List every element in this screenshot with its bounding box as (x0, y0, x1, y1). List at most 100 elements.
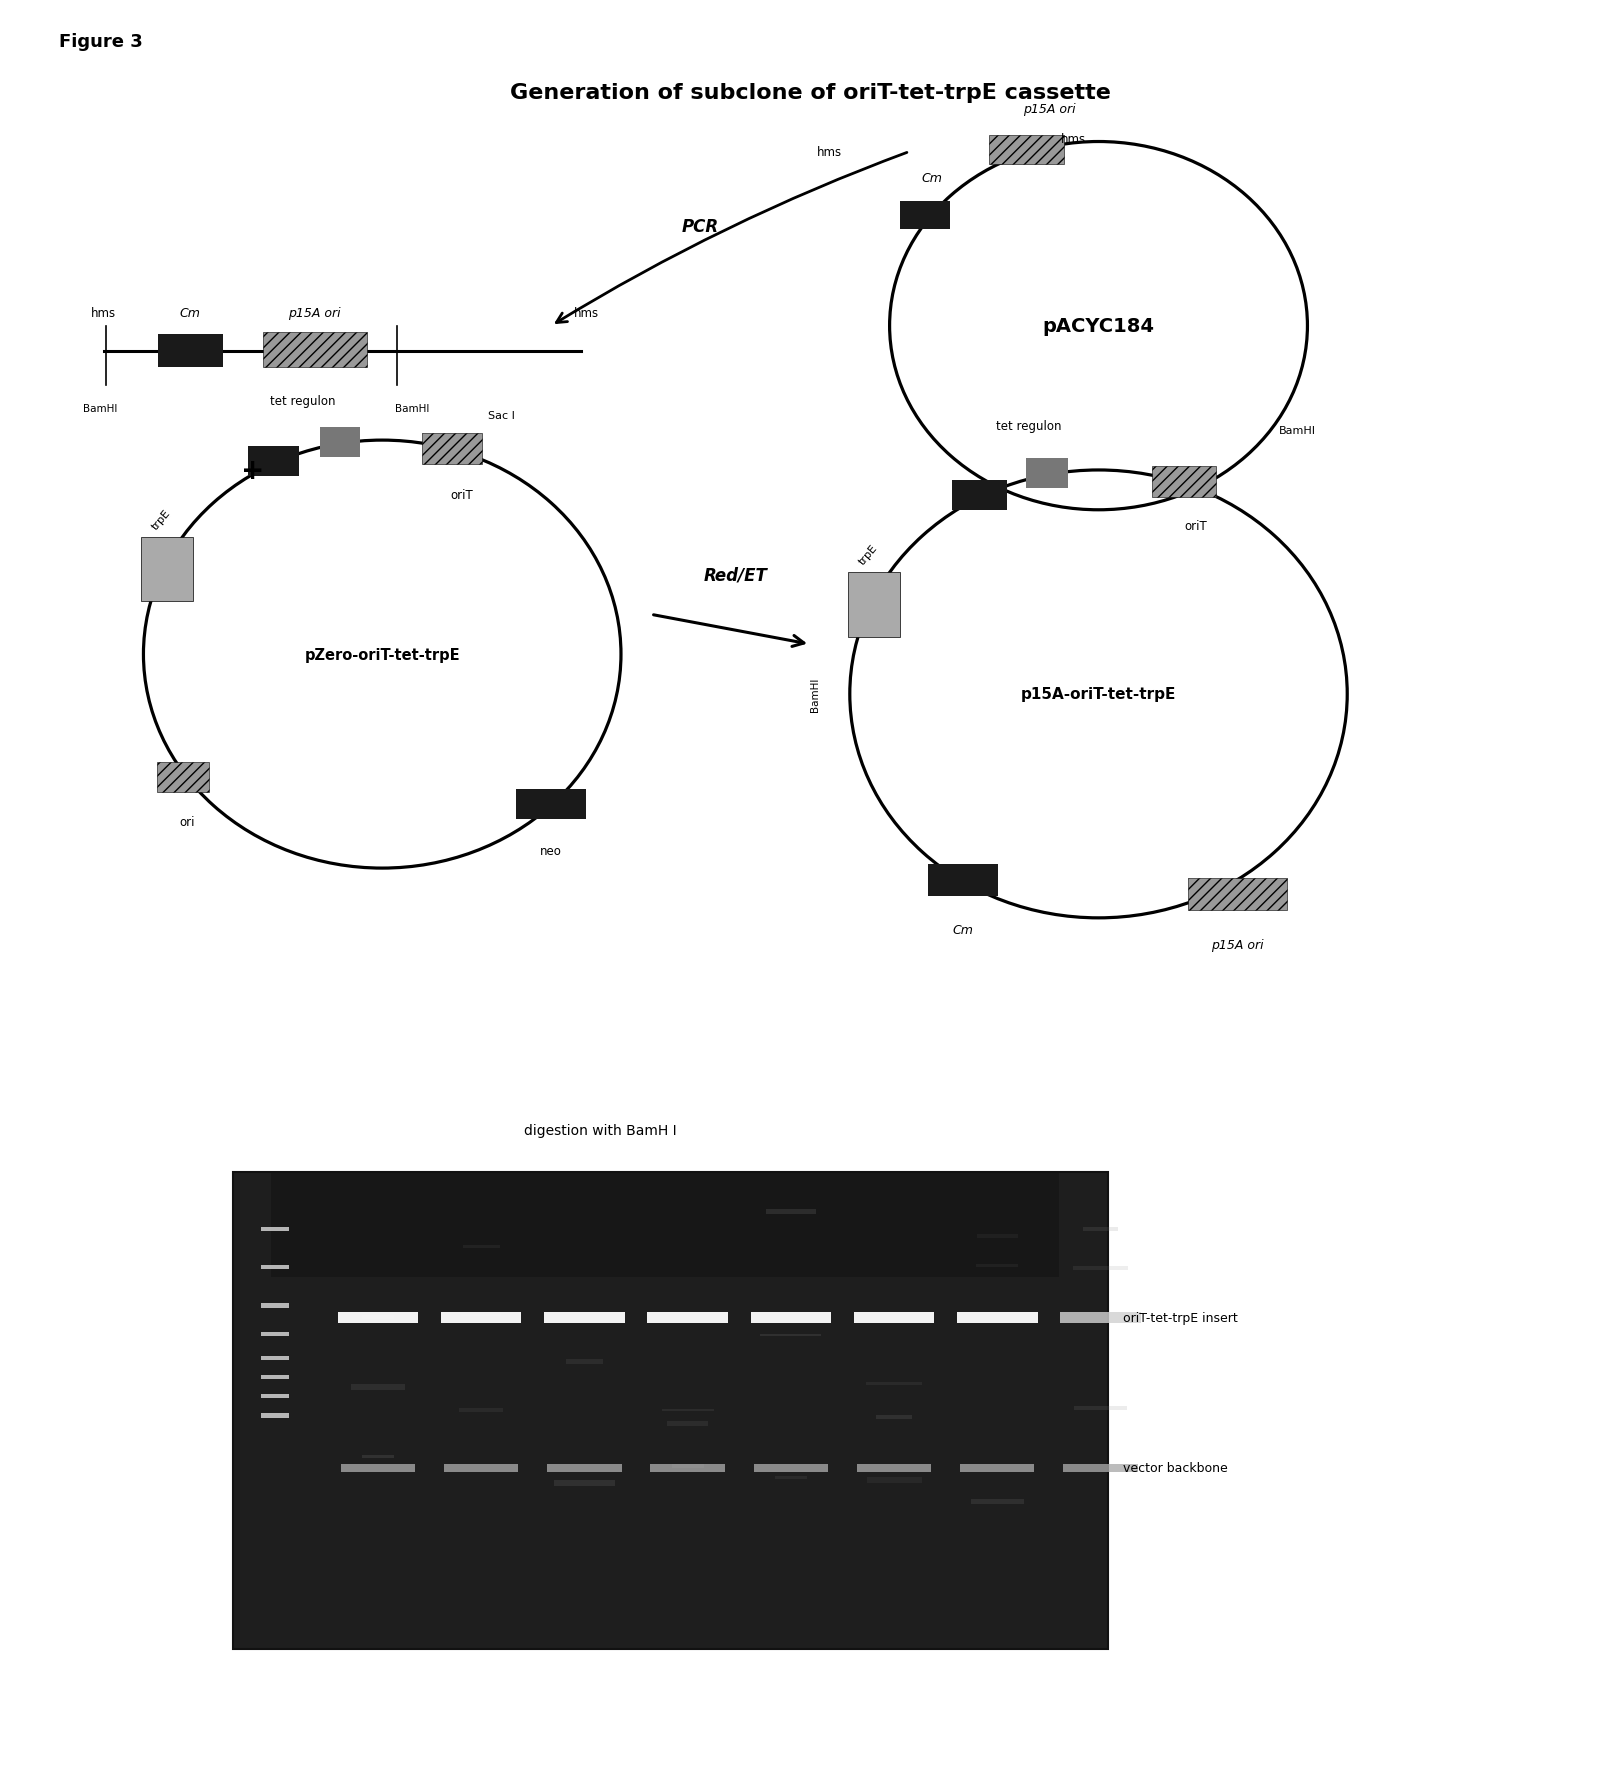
Bar (141, 537, 193, 603)
Text: p15A ori: p15A ori (1211, 940, 1264, 952)
Bar (560, 1321, 609, 1323)
Bar (766, 1209, 816, 1215)
Bar (261, 1332, 289, 1337)
Bar (261, 1227, 289, 1232)
Bar (553, 1480, 615, 1486)
Bar (867, 1477, 922, 1482)
Bar (261, 1394, 289, 1399)
Text: p15A-oriT-tet-trpE: p15A-oriT-tet-trpE (1021, 686, 1177, 702)
Text: pACYC184: pACYC184 (1042, 317, 1154, 335)
Bar (865, 1383, 922, 1385)
Text: BamHI: BamHI (394, 404, 428, 415)
Bar (1074, 1406, 1128, 1410)
Bar (459, 1408, 503, 1411)
Bar (516, 791, 586, 819)
Text: oriT: oriT (451, 489, 474, 502)
Bar (1152, 466, 1216, 498)
Text: tet regulon: tet regulon (269, 395, 336, 408)
Bar (445, 1464, 518, 1472)
Bar (159, 335, 222, 369)
Text: hms: hms (818, 145, 842, 160)
Text: digestion with BamH I: digestion with BamH I (524, 1124, 677, 1136)
Bar (1060, 1312, 1141, 1323)
Bar (261, 1303, 289, 1308)
Bar (750, 1312, 831, 1323)
Text: ori: ori (179, 816, 195, 828)
Text: Cm: Cm (922, 172, 941, 184)
Bar (876, 1415, 912, 1418)
Bar (261, 1413, 289, 1418)
Bar (953, 480, 1006, 511)
Text: +: + (242, 457, 265, 484)
Text: BamHI: BamHI (83, 404, 118, 415)
Text: hms: hms (1061, 133, 1086, 145)
Bar (988, 135, 1063, 165)
Text: Figure 3: Figure 3 (58, 34, 143, 51)
Text: tet regulon: tet regulon (997, 420, 1061, 433)
Bar (971, 1500, 1024, 1505)
Bar (651, 1464, 725, 1472)
Text: oriT: oriT (1185, 519, 1208, 532)
Text: pZero-oriT-tet-trpE: pZero-oriT-tet-trpE (305, 647, 459, 663)
Bar (422, 433, 482, 465)
Bar (857, 1464, 932, 1472)
Bar (234, 1172, 1109, 1649)
Bar (341, 1464, 415, 1472)
Text: BamHI: BamHI (810, 677, 820, 711)
Bar (899, 202, 949, 230)
Text: PCR: PCR (682, 218, 719, 236)
Bar (662, 1410, 714, 1411)
Bar (774, 1475, 807, 1479)
Bar (667, 1422, 708, 1425)
Bar (849, 573, 901, 638)
Bar (1073, 1266, 1128, 1269)
Bar (1063, 1464, 1138, 1472)
Bar (958, 1312, 1037, 1323)
Text: Cm: Cm (953, 924, 974, 936)
Bar (961, 1464, 1034, 1472)
Bar (461, 1314, 502, 1316)
Text: oriT-tet-trpE insert: oriT-tet-trpE insert (1123, 1310, 1238, 1324)
Bar (854, 1312, 935, 1323)
Bar (263, 332, 367, 369)
Bar (261, 1376, 289, 1379)
Bar (248, 447, 299, 477)
Bar (351, 1385, 404, 1390)
Text: Generation of subclone of oriT-tet-trpE cassette: Generation of subclone of oriT-tet-trpE … (510, 83, 1110, 103)
Text: p15A ori: p15A ori (1022, 103, 1074, 117)
Bar (928, 863, 998, 895)
Bar (760, 1333, 821, 1337)
Bar (362, 1456, 394, 1457)
Text: hms: hms (573, 307, 599, 319)
Bar (261, 1266, 289, 1269)
Bar (157, 762, 208, 793)
Text: vector backbone: vector backbone (1123, 1461, 1229, 1475)
Bar (1083, 1227, 1118, 1230)
Bar (320, 427, 360, 457)
Bar (338, 1312, 419, 1323)
Text: hms: hms (91, 307, 117, 319)
Bar (977, 1234, 1018, 1238)
Text: neo: neo (540, 844, 562, 856)
Bar (977, 1264, 1018, 1268)
Bar (648, 1312, 727, 1323)
Bar (1026, 459, 1068, 489)
Bar (544, 1312, 625, 1323)
Bar (566, 1360, 604, 1365)
Text: trpE: trpE (857, 543, 880, 567)
Text: Sac I: Sac I (489, 410, 514, 420)
Bar (261, 1356, 289, 1360)
Bar (1188, 879, 1287, 911)
Text: p15A ori: p15A ori (289, 307, 341, 319)
Bar (271, 1172, 1058, 1277)
Bar (362, 1316, 394, 1319)
Bar (463, 1245, 500, 1248)
Text: trpE: trpE (149, 507, 172, 532)
Bar (753, 1464, 828, 1472)
Bar (672, 1464, 704, 1468)
Bar (441, 1312, 521, 1323)
Text: Cm: Cm (180, 307, 201, 319)
Bar (547, 1464, 622, 1472)
Text: Red/ET: Red/ET (703, 566, 768, 583)
Text: BamHI: BamHI (1279, 426, 1316, 436)
